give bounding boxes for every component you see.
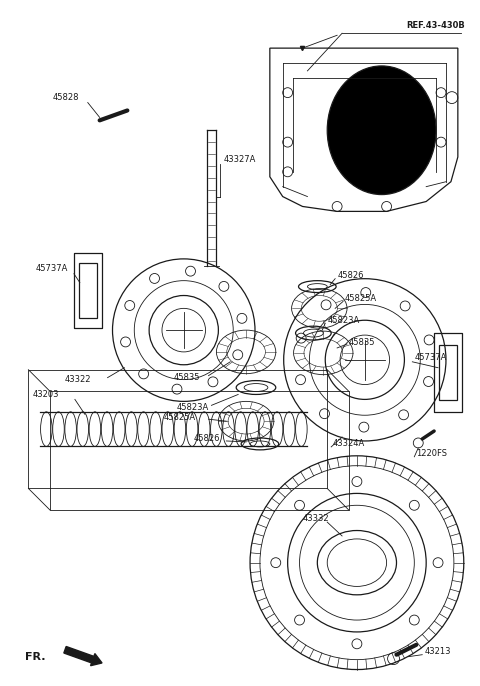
Text: 45737A: 45737A (414, 353, 447, 362)
Text: 43327A: 43327A (223, 156, 256, 165)
Text: 45825A: 45825A (345, 294, 377, 303)
Text: 45825A: 45825A (164, 413, 196, 422)
Text: FR.: FR. (25, 652, 46, 662)
Text: 45835: 45835 (349, 338, 375, 346)
Text: 43322: 43322 (65, 375, 92, 384)
Text: 43213: 43213 (424, 647, 451, 657)
FancyArrow shape (64, 646, 102, 665)
Bar (434, 333, 462, 412)
Text: 45835: 45835 (174, 373, 200, 382)
Text: 45737A: 45737A (36, 264, 68, 273)
Text: 45823A: 45823A (177, 403, 209, 412)
Text: 43332: 43332 (302, 514, 329, 523)
Text: 43324A: 43324A (332, 440, 364, 449)
Bar (74, 253, 102, 328)
Text: 45826: 45826 (337, 271, 364, 280)
Text: 45826: 45826 (193, 434, 220, 443)
Text: 45828: 45828 (52, 93, 79, 102)
Text: REF.43-430B: REF.43-430B (407, 21, 465, 30)
Ellipse shape (327, 66, 436, 195)
Bar (79, 263, 96, 318)
Text: 1220FS: 1220FS (416, 449, 447, 458)
Bar (439, 345, 457, 401)
Text: 43203: 43203 (32, 390, 59, 399)
Text: 45823A: 45823A (327, 316, 360, 324)
